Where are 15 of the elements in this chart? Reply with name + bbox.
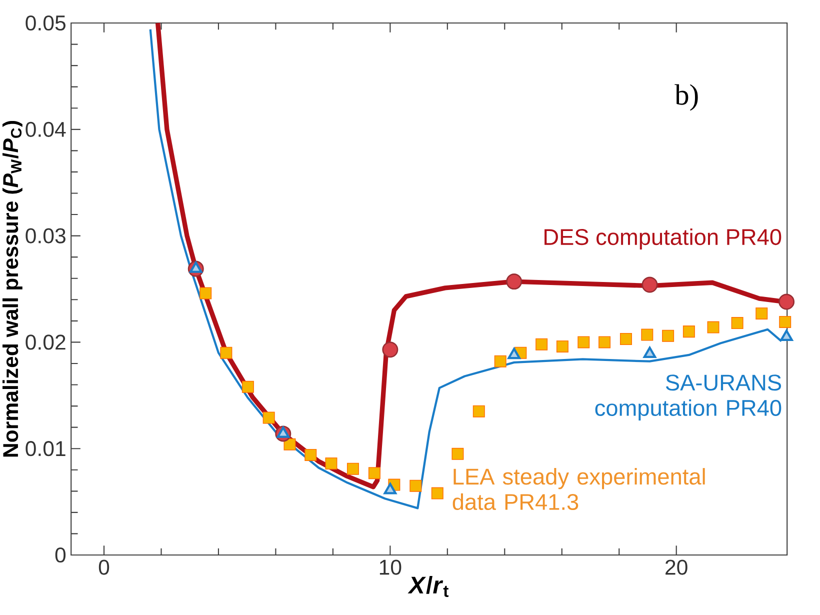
x-tick-label: 20 [666, 560, 688, 575]
x-tick-label: 0 [98, 560, 110, 575]
y-tick-label: 0.04 [26, 122, 66, 137]
y-tick-label: 0.05 [26, 15, 66, 31]
y-axis-title: Normalized wall pressure (P$_{W}$/P$_{C}$) [2, 121, 22, 457]
y-tick-label: 0.03 [26, 228, 66, 244]
x-tick-label: 10 [380, 560, 402, 575]
series-label: DES computation PR40 [544, 228, 782, 250]
series-label: SA-URANS computation PR40 [595, 374, 782, 420]
y-tick-label: 0.01 [26, 441, 66, 456]
x-axis-title: X/r$_{t}$ [408, 576, 449, 597]
annotation: b) [674, 84, 698, 111]
y-tick-label: 0.02 [26, 334, 66, 350]
y-tick-label: 0 [55, 547, 66, 563]
series-label: LEA steady experimental data PR41.3 [452, 468, 705, 510]
